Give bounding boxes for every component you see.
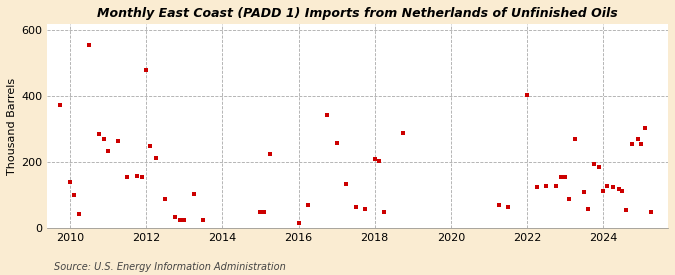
Point <box>131 174 142 178</box>
Point <box>112 139 123 143</box>
Point <box>550 183 561 188</box>
Title: Monthly East Coast (PADD 1) Imports from Netherlands of Unfinished Oils: Monthly East Coast (PADD 1) Imports from… <box>97 7 618 20</box>
Point <box>645 210 656 214</box>
Point <box>55 103 66 107</box>
Point <box>617 188 628 193</box>
Point <box>322 112 333 117</box>
Point <box>99 137 109 142</box>
Point <box>293 221 304 226</box>
Point <box>103 149 113 153</box>
Point <box>608 185 618 189</box>
Point <box>68 193 79 198</box>
Text: Source: U.S. Energy Information Administration: Source: U.S. Energy Information Administ… <box>54 262 286 272</box>
Point <box>522 93 533 97</box>
Point <box>255 210 266 214</box>
Point <box>379 210 389 214</box>
Point <box>569 137 580 142</box>
Point <box>74 211 85 216</box>
Point <box>626 142 637 147</box>
Point <box>640 126 651 130</box>
Point <box>151 155 161 160</box>
Point <box>160 197 171 201</box>
Point <box>169 215 180 219</box>
Point <box>198 218 209 222</box>
Point <box>503 205 514 209</box>
Point <box>589 162 599 166</box>
Point <box>360 207 371 211</box>
Point <box>302 203 313 208</box>
Point <box>369 157 380 161</box>
Point <box>560 175 570 180</box>
Point <box>265 152 275 156</box>
Point <box>398 131 408 135</box>
Point <box>601 183 612 188</box>
Point <box>373 159 384 163</box>
Point <box>636 142 647 147</box>
Point <box>65 180 76 185</box>
Y-axis label: Thousand Barrels: Thousand Barrels <box>7 78 17 175</box>
Point <box>621 208 632 213</box>
Point <box>531 185 542 189</box>
Point <box>188 192 199 196</box>
Point <box>141 68 152 72</box>
Point <box>556 175 567 180</box>
Point <box>594 165 605 170</box>
Point <box>259 210 269 214</box>
Point <box>541 183 551 188</box>
Point <box>175 218 186 222</box>
Point <box>137 175 148 180</box>
Point <box>93 132 104 137</box>
Point <box>598 188 609 193</box>
Point <box>84 43 95 48</box>
Point <box>632 137 643 142</box>
Point <box>493 203 504 208</box>
Point <box>583 207 593 211</box>
Point <box>179 218 190 222</box>
Point <box>564 197 574 201</box>
Point <box>144 144 155 148</box>
Point <box>613 187 624 191</box>
Point <box>579 190 590 194</box>
Point <box>331 141 342 145</box>
Point <box>341 182 352 186</box>
Point <box>350 205 361 209</box>
Point <box>122 175 132 180</box>
